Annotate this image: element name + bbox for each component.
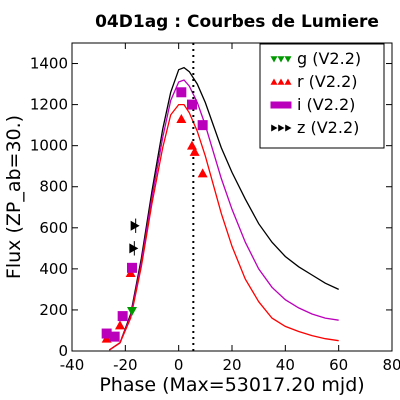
legend-marker-g bbox=[277, 56, 285, 63]
model-curve-z bbox=[108, 66, 339, 351]
x-axis-label: Phase (Max=53017.20 mjd) bbox=[99, 374, 364, 396]
data-point-i-2 bbox=[117, 311, 128, 322]
data-point-r-4 bbox=[176, 113, 187, 123]
legend-label-i: i (V2.2) bbox=[297, 95, 355, 114]
data-point-i-1 bbox=[109, 331, 120, 342]
legend-label-r: r (V2.2) bbox=[297, 72, 358, 91]
y-tick-label: 800 bbox=[39, 178, 68, 196]
model-curve-r bbox=[108, 103, 339, 351]
data-point-i-5 bbox=[187, 99, 197, 110]
y-tick-label: 1400 bbox=[30, 55, 68, 73]
data-point-r-5 bbox=[187, 140, 197, 150]
y-tick-label: 600 bbox=[39, 219, 68, 237]
legend-marker-z bbox=[271, 124, 278, 132]
x-tick-label: 0 bbox=[174, 356, 184, 374]
data-point-i-3 bbox=[127, 262, 137, 273]
data-point-r-7 bbox=[197, 168, 208, 178]
data-point-r-6 bbox=[189, 146, 200, 156]
legend-marker-g bbox=[284, 56, 292, 63]
data-point-z-1 bbox=[130, 220, 140, 231]
data-point-z-0 bbox=[129, 243, 139, 254]
legend-marker-r bbox=[277, 78, 285, 85]
y-tick-label: 400 bbox=[39, 260, 68, 278]
y-axis-label: Flux (ZP_ab=30.) bbox=[3, 115, 25, 279]
legend-marker-i bbox=[277, 101, 285, 109]
legend: g (V2.2) r (V2.2) i (V2.2) z (V2.2) bbox=[259, 43, 385, 149]
legend-label-g: g (V2.2) bbox=[297, 49, 361, 68]
y-tick-label: 200 bbox=[39, 301, 68, 319]
legend-label-z: z (V2.2) bbox=[297, 118, 359, 137]
x-tick-label: -40 bbox=[60, 356, 85, 374]
x-tick-label: 40 bbox=[276, 356, 295, 374]
data-point-i-6 bbox=[197, 120, 208, 131]
legend-marker-r bbox=[284, 78, 292, 85]
x-tick-label: 60 bbox=[329, 356, 348, 374]
y-tick-label: 0 bbox=[58, 342, 68, 360]
y-tick-label: 1200 bbox=[30, 96, 68, 114]
data-point-i-4 bbox=[176, 87, 187, 98]
x-tick-label: 20 bbox=[222, 356, 241, 374]
observation-points bbox=[101, 87, 208, 343]
data-point-r-2 bbox=[115, 320, 125, 330]
legend-marker-i bbox=[270, 101, 278, 109]
chart-title: 04D1ag : Courbes de Lumiere bbox=[95, 12, 379, 32]
legend-marker-r bbox=[270, 78, 278, 85]
legend-marker-z bbox=[278, 124, 285, 132]
x-tick-label: 80 bbox=[382, 356, 400, 374]
x-tick-label: -20 bbox=[113, 356, 138, 374]
legend-marker-g bbox=[270, 56, 278, 63]
data-point-i-0 bbox=[101, 328, 112, 339]
legend-marker-i bbox=[284, 101, 292, 109]
y-tick-label: 1000 bbox=[30, 137, 68, 155]
legend-marker-z bbox=[285, 124, 292, 132]
data-point-g-0 bbox=[127, 306, 137, 316]
